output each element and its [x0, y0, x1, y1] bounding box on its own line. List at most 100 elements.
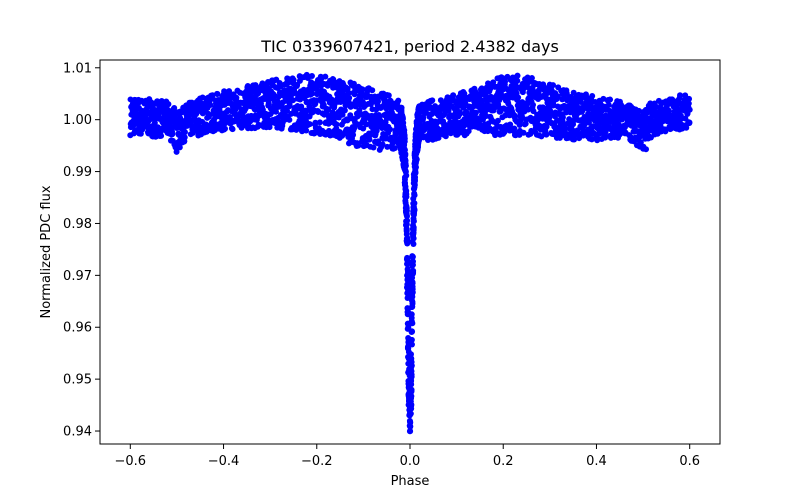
data-point	[682, 92, 689, 99]
data-point	[408, 401, 415, 408]
data-point	[409, 320, 416, 327]
data-point	[408, 393, 415, 400]
data-point	[514, 72, 521, 79]
data-point	[177, 109, 184, 116]
data-point	[461, 90, 468, 97]
data-point	[403, 213, 410, 220]
data-point	[416, 121, 423, 128]
data-point	[400, 119, 407, 126]
data-point	[333, 121, 340, 128]
data-point	[429, 97, 436, 104]
chart-title: TIC 0339607421, period 2.4382 days	[260, 37, 559, 56]
data-point	[589, 93, 596, 100]
data-point	[507, 121, 514, 128]
data-point	[316, 119, 323, 126]
data-point	[181, 129, 188, 136]
data-point	[413, 157, 420, 164]
data-point	[410, 224, 417, 231]
x-tick-label: −0.4	[208, 454, 240, 469]
data-point	[409, 280, 416, 287]
x-axis-label: Phase	[391, 474, 430, 489]
data-point	[411, 192, 418, 199]
x-tick-label: −0.6	[115, 454, 147, 469]
y-tick-label: 0.95	[63, 373, 92, 388]
data-point	[637, 139, 644, 146]
y-tick-label: 0.99	[63, 165, 92, 180]
data-point	[543, 131, 550, 138]
data-point	[398, 104, 405, 111]
data-point	[286, 116, 293, 123]
data-point	[355, 142, 362, 149]
y-tick-label: 0.97	[63, 269, 92, 284]
x-tick-label: 0.6	[679, 454, 700, 469]
x-axis: −0.6 −0.4 −0.2 0.0 0.2 0.4 0.6	[115, 444, 700, 469]
data-point	[408, 359, 415, 366]
data-point	[207, 101, 214, 108]
data-point	[416, 103, 423, 110]
y-tick-label: 0.94	[63, 425, 92, 440]
data-point	[409, 328, 416, 335]
data-point	[404, 235, 411, 242]
data-point	[678, 115, 685, 122]
y-tick-label: 0.96	[63, 321, 92, 336]
data-point	[339, 111, 346, 118]
data-point	[350, 80, 357, 87]
data-point	[408, 341, 415, 348]
data-point	[387, 126, 394, 133]
x-tick-label: 0.2	[493, 454, 514, 469]
data-point	[273, 108, 280, 115]
data-point	[181, 134, 188, 141]
data-point	[411, 200, 418, 207]
data-point	[408, 311, 415, 318]
data-point	[233, 94, 240, 101]
data-point	[686, 95, 693, 102]
x-tick-label: −0.2	[301, 454, 333, 469]
data-point	[229, 126, 236, 133]
data-point	[402, 157, 409, 164]
data-point	[214, 90, 221, 97]
data-point	[350, 131, 357, 138]
data-point	[514, 77, 521, 84]
data-point	[450, 92, 457, 99]
data-point	[403, 205, 410, 212]
data-point	[408, 373, 415, 380]
data-point	[369, 87, 376, 94]
data-point	[411, 177, 418, 184]
data-point	[403, 172, 410, 179]
data-point	[358, 90, 365, 97]
data-point	[409, 289, 416, 296]
data-point	[306, 121, 313, 128]
data-point	[571, 136, 578, 143]
data-point	[205, 113, 212, 120]
y-axis: 0.94 0.95 0.96 0.97 0.98 0.99 1.00 1.01	[63, 61, 100, 440]
data-point	[594, 137, 601, 144]
data-point	[407, 423, 414, 430]
data-point	[401, 138, 408, 145]
data-point	[401, 147, 408, 154]
data-point	[643, 146, 650, 153]
data-point	[379, 141, 386, 148]
data-point	[559, 114, 566, 121]
data-point	[502, 78, 509, 85]
data-point	[373, 127, 380, 134]
data-point	[404, 217, 411, 224]
data-point	[686, 106, 693, 113]
data-points	[127, 71, 693, 435]
data-point	[360, 125, 367, 132]
data-point	[406, 428, 413, 435]
data-point	[375, 138, 382, 145]
data-point	[385, 92, 392, 99]
data-point	[209, 92, 216, 99]
data-point	[312, 119, 319, 126]
y-axis-label: Normalized PDC flux	[39, 185, 54, 318]
data-point	[286, 103, 293, 110]
data-point	[366, 136, 373, 143]
data-point	[322, 73, 329, 80]
y-tick-label: 1.00	[63, 113, 92, 128]
data-point	[325, 106, 332, 113]
data-point	[169, 131, 176, 138]
data-point	[370, 144, 377, 151]
data-point	[554, 93, 561, 100]
data-point	[409, 258, 416, 265]
